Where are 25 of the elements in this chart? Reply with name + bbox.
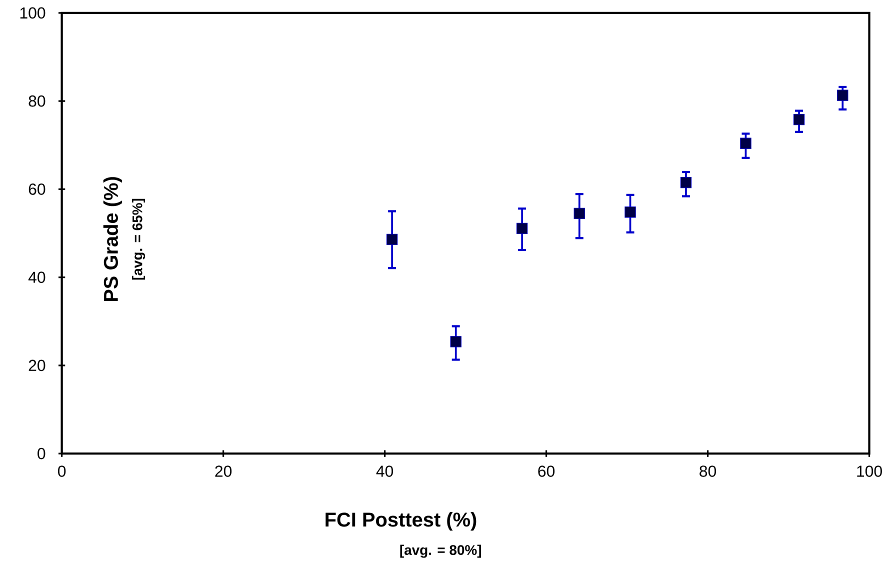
x-tick-label: 40 [376,465,394,477]
point [574,208,585,219]
x-axis-title: FCI Posttest (%) [326,512,476,531]
x-tick-label: 0 [58,465,66,477]
y-tick-label: 100 [20,7,46,18]
y-tick-label: 0 [38,448,46,460]
point [450,336,462,348]
point [740,138,752,149]
y-tick-label: 20 [28,360,46,371]
x-tick-label: 80 [700,465,716,477]
y-tick-label: 60 [28,183,46,195]
point [386,234,398,245]
y-axis-title: PS Grade (%) [103,176,122,301]
point [680,176,692,188]
annotation: [avg. = 65%] [132,198,146,280]
y-tick-label: 40 [28,272,46,283]
point [793,114,805,126]
text: [avg. = 80%] [400,544,481,558]
x-tick-label: 100 [857,465,882,477]
x-tick-label: 60 [538,465,555,477]
point [516,222,528,234]
point [624,206,636,218]
x-tick-label: 20 [215,465,232,477]
y-tick-label: 80 [28,95,46,107]
point [837,90,848,101]
